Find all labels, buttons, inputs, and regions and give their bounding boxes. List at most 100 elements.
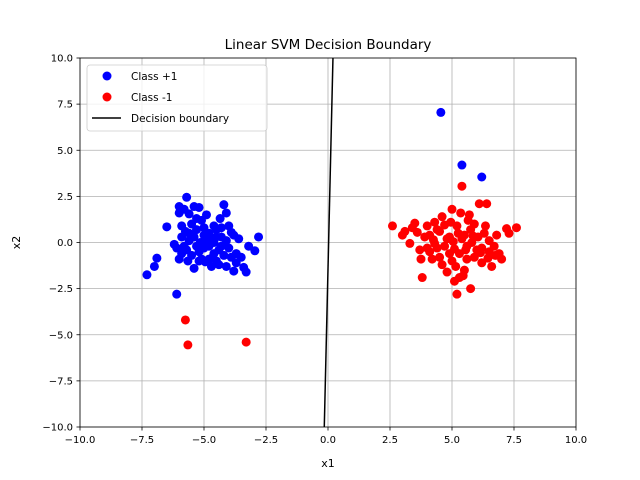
- class-minus1-point: [448, 237, 458, 247]
- class-plus1-point: [241, 267, 251, 277]
- class-plus1-point: [172, 289, 182, 299]
- y-tick-label: 7.5: [57, 100, 73, 111]
- x-tick-label: 0.0: [320, 435, 336, 446]
- x-tick-label: 2.5: [382, 435, 398, 446]
- legend-box: [86, 64, 268, 132]
- class-plus1-point: [215, 214, 225, 224]
- class-plus1-point: [221, 261, 231, 271]
- y-tick-label: 2.5: [57, 192, 73, 203]
- class-plus1-point: [209, 221, 219, 231]
- x-tick-label: −5.0: [192, 435, 216, 446]
- class-minus1-point: [459, 230, 469, 240]
- legend: Class +1 Class -1 Decision boundary: [86, 64, 268, 132]
- class-plus1-point: [254, 232, 264, 242]
- class-plus1-point: [189, 263, 199, 273]
- class-minus1-point: [482, 199, 492, 209]
- class-minus1-point: [461, 245, 471, 255]
- class-minus1-point: [437, 260, 447, 270]
- class-minus1-point: [462, 254, 472, 264]
- class-minus1-point: [437, 212, 447, 222]
- y-tick-label: 0.0: [57, 238, 73, 249]
- class-minus1-point: [452, 289, 462, 299]
- class-minus1-point: [428, 235, 438, 245]
- class-plus1-point: [152, 253, 162, 263]
- class-minus1-point: [415, 245, 425, 255]
- class-minus1-point: [405, 238, 415, 248]
- class-plus1-point: [457, 160, 467, 170]
- class-minus1-point: [466, 284, 476, 294]
- data-layer: [142, 57, 521, 428]
- legend-label-class-plus1: Class +1: [131, 71, 177, 83]
- legend-label-decision-boundary: Decision boundary: [131, 113, 229, 125]
- class-plus1-point: [179, 241, 189, 251]
- class-plus1-point: [204, 241, 214, 251]
- class-plus1-point: [206, 261, 216, 271]
- class-minus1-point: [400, 226, 410, 236]
- class-plus1-point: [182, 192, 192, 202]
- class-minus1-point: [183, 340, 193, 350]
- chart-title: Linear SVM Decision Boundary: [225, 37, 432, 53]
- y-tick-label: −10.0: [42, 423, 73, 434]
- class-minus1-point: [430, 217, 440, 227]
- class-minus1-point: [446, 217, 456, 227]
- class-minus1-point: [416, 254, 426, 264]
- class-plus1-point: [229, 266, 239, 276]
- class-plus1-point: [162, 222, 172, 232]
- y-tick-label: −7.5: [49, 376, 73, 387]
- class-plus1-point: [216, 241, 226, 251]
- class-minus1-point: [387, 221, 397, 231]
- class-plus1-point: [183, 256, 193, 266]
- class-plus1-point: [192, 214, 202, 224]
- class-plus1-point: [244, 241, 254, 251]
- x-tick-label: 10.0: [565, 435, 587, 446]
- class-plus1-point: [149, 261, 159, 271]
- class-plus1-point: [184, 209, 194, 219]
- y-tick-label: −5.0: [49, 330, 73, 341]
- class-plus1-point: [436, 107, 446, 117]
- x-tick-label: −10.0: [65, 435, 96, 446]
- class-minus1-point: [504, 228, 514, 238]
- class-minus1-point: [484, 236, 494, 246]
- class-minus1-point: [490, 250, 500, 260]
- class-plus1-point: [192, 225, 202, 235]
- class-plus1-point: [219, 250, 229, 260]
- class-plus1-point: [477, 172, 487, 182]
- class-plus1-point: [169, 239, 179, 249]
- x-tick-label: 5.0: [444, 435, 460, 446]
- legend-marker-class-plus1: [102, 71, 112, 81]
- class-plus1-point: [224, 221, 234, 231]
- class-minus1-point: [463, 215, 473, 225]
- class-plus1-point: [250, 246, 260, 256]
- class-minus1-point: [241, 337, 251, 347]
- class-plus1-point: [224, 243, 234, 253]
- class-minus1-point: [417, 273, 427, 283]
- class-minus1-point: [480, 221, 490, 231]
- decision-boundary-line: [323, 57, 334, 428]
- class-plus1-point: [216, 223, 226, 233]
- x-axis-label: x1: [321, 457, 335, 470]
- class-plus1-point: [199, 223, 209, 233]
- y-tick-label: 10.0: [51, 54, 73, 65]
- y-tick-label: −2.5: [49, 284, 73, 295]
- class-plus1-point: [194, 202, 204, 212]
- class-plus1-point: [229, 230, 239, 240]
- class-plus1-point: [200, 257, 210, 267]
- class-plus1-point: [219, 200, 229, 210]
- class-minus1-point: [447, 204, 457, 214]
- class-minus1-point: [410, 218, 420, 228]
- class-minus1-point: [442, 267, 452, 277]
- class-plus1-point: [180, 226, 190, 236]
- class-minus1-point: [422, 243, 432, 253]
- class-minus1-point: [511, 223, 521, 233]
- class-minus1-point: [440, 241, 450, 251]
- class-minus1-point: [180, 315, 190, 325]
- class-minus1-point: [435, 252, 445, 262]
- class-plus1-point: [231, 258, 241, 268]
- class-minus1-point: [468, 231, 478, 241]
- ticks: −10.0 −7.5 −5.0 −2.5 0.0 2.5 5.0 7.5 10.0 −10.0 −7…: [42, 54, 587, 447]
- class-minus1-point: [477, 258, 487, 268]
- class-minus1-point: [456, 208, 466, 218]
- x-tick-label: −2.5: [254, 435, 278, 446]
- class-plus1-point: [208, 252, 218, 262]
- y-tick-label: 5.0: [57, 146, 73, 157]
